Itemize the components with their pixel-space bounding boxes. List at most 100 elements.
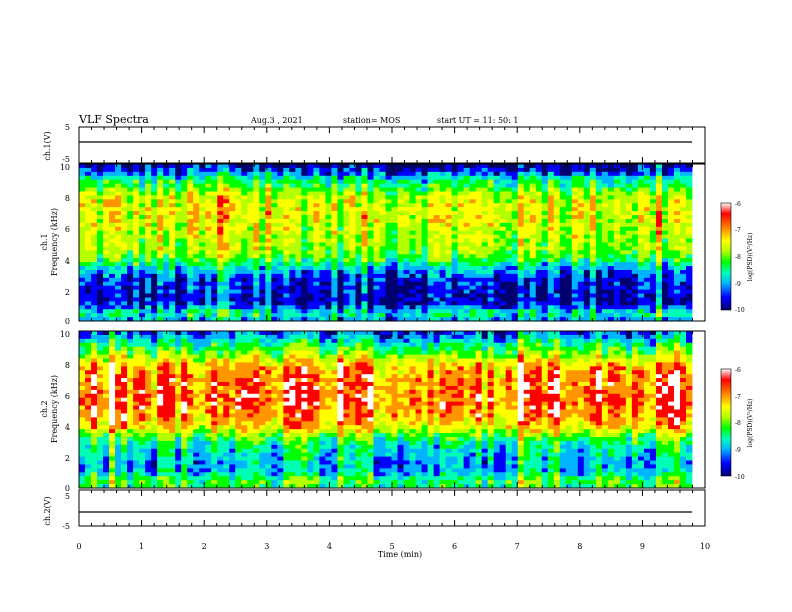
spectrogram-cell xyxy=(241,215,248,220)
spectrogram-cell xyxy=(643,246,651,251)
spectrogram-cell xyxy=(433,301,440,306)
spectrogram-cell xyxy=(145,277,152,283)
spectrogram-cell xyxy=(577,195,585,200)
spectrogram-cell xyxy=(445,305,453,310)
spectrogram-cell xyxy=(175,289,182,294)
spectrogram-cell xyxy=(397,273,404,279)
spectrogram-cell xyxy=(97,175,104,181)
spectrogram-cell xyxy=(295,238,302,243)
spectrogram-cell xyxy=(319,246,326,251)
spectrogram-cell xyxy=(133,313,140,318)
spectrogram-cell xyxy=(547,250,555,255)
spectrogram-cell xyxy=(547,301,555,306)
spectrogram-cell xyxy=(637,254,645,259)
spectrogram-cell xyxy=(511,342,519,348)
spectrogram-cell xyxy=(151,203,158,208)
spectrogram-cell xyxy=(319,218,326,224)
spectrogram-cell xyxy=(325,183,332,188)
spectrogram-cell xyxy=(661,167,669,173)
spectrogram-cell xyxy=(391,313,398,318)
spectrogram-cell xyxy=(541,171,549,177)
spectrogram-cell xyxy=(469,164,477,169)
spectrogram-cell xyxy=(103,230,110,236)
spectrogram-cell xyxy=(655,309,663,314)
spectrogram-cell xyxy=(97,281,104,287)
spectrogram-cell xyxy=(427,230,434,236)
spectrogram-cell xyxy=(385,234,392,239)
spectrogram-cell xyxy=(457,207,465,212)
spectrogram-cell xyxy=(283,175,290,181)
spectrogram-cell xyxy=(601,230,609,236)
spectrogram-cell xyxy=(289,354,296,359)
spectrogram-cell xyxy=(547,203,555,208)
spectrogram-cell xyxy=(313,171,320,177)
spectrogram-cell xyxy=(499,317,507,322)
spectrogram-cell xyxy=(199,250,206,255)
spec-ch1-ytick-8: 8 xyxy=(65,194,70,203)
spectrogram-cell xyxy=(679,350,687,355)
spectrogram-cell xyxy=(457,309,465,314)
spectrogram-cell xyxy=(493,317,501,322)
spectrogram-cell xyxy=(577,164,585,169)
spectrogram-cell xyxy=(481,183,489,188)
spectrogram-cell xyxy=(121,266,128,271)
spectrogram-cell xyxy=(607,258,615,263)
spectrogram-cell xyxy=(517,266,525,271)
spectrogram-cell xyxy=(505,297,513,302)
spectrogram-cell xyxy=(121,346,128,352)
spectrogram-cell xyxy=(169,262,176,267)
spectrogram-cell xyxy=(151,342,158,348)
spectrogram-cell xyxy=(535,218,543,224)
spectrogram-cell xyxy=(445,289,453,294)
spectrogram-cell xyxy=(151,334,158,340)
spectrogram-cell xyxy=(145,331,152,336)
spectrogram-cell xyxy=(523,258,531,263)
spectrogram-cell xyxy=(583,266,591,271)
spectrogram-cell xyxy=(397,211,404,216)
spectrogram-cell xyxy=(559,262,567,267)
spectrogram-cell xyxy=(169,346,176,352)
spectrogram-cell xyxy=(355,234,362,239)
spectrogram-cell xyxy=(145,289,152,294)
spectrogram-cell xyxy=(367,211,374,216)
spectrogram-cell xyxy=(523,218,531,224)
spectrogram-cell xyxy=(439,338,446,344)
spectrogram-cell xyxy=(265,187,272,192)
spectrogram-cell xyxy=(607,175,615,181)
spectrogram-cell xyxy=(85,218,92,224)
spectrogram-cell xyxy=(367,269,374,275)
spectrogram-cell xyxy=(295,277,302,283)
spectrogram-cell xyxy=(601,226,609,232)
spectrogram-cell xyxy=(385,258,392,263)
spectrogram-cell xyxy=(637,230,645,236)
spectrogram-cell xyxy=(121,191,128,196)
spectrogram-cell xyxy=(145,195,152,200)
spectrogram-cell xyxy=(325,269,332,275)
spectrogram-cell xyxy=(343,171,350,177)
spectrogram-cell xyxy=(589,305,597,310)
spectrogram-cell xyxy=(301,242,308,247)
spectrogram-cell xyxy=(109,350,116,355)
spectrogram-cell xyxy=(421,301,428,306)
spectrogram-cell xyxy=(415,331,422,336)
spectrogram-cell xyxy=(301,285,308,291)
spectrogram-cell xyxy=(445,309,453,314)
spectrogram-cell xyxy=(499,175,507,181)
spectrogram-cell xyxy=(457,313,465,318)
spectrogram-cell xyxy=(367,171,374,177)
spectrogram-cell xyxy=(457,334,465,340)
spectrogram-cell xyxy=(673,222,681,228)
spectrogram-cell xyxy=(667,334,675,340)
spectrogram-cell xyxy=(457,338,465,344)
spectrogram-cell xyxy=(679,179,687,185)
spectrogram-cell xyxy=(331,222,338,228)
spectrogram-cell xyxy=(121,297,128,302)
spectrogram-cell xyxy=(169,218,176,224)
spectrogram-cell xyxy=(325,313,332,318)
spectrogram-cell xyxy=(433,305,440,310)
spectrogram-cell xyxy=(529,203,537,208)
spectrogram-cell xyxy=(535,331,543,336)
voltage-ch1-ticks xyxy=(78,127,706,163)
spectrogram-cell xyxy=(385,269,392,275)
spectrogram-cell xyxy=(385,309,392,314)
